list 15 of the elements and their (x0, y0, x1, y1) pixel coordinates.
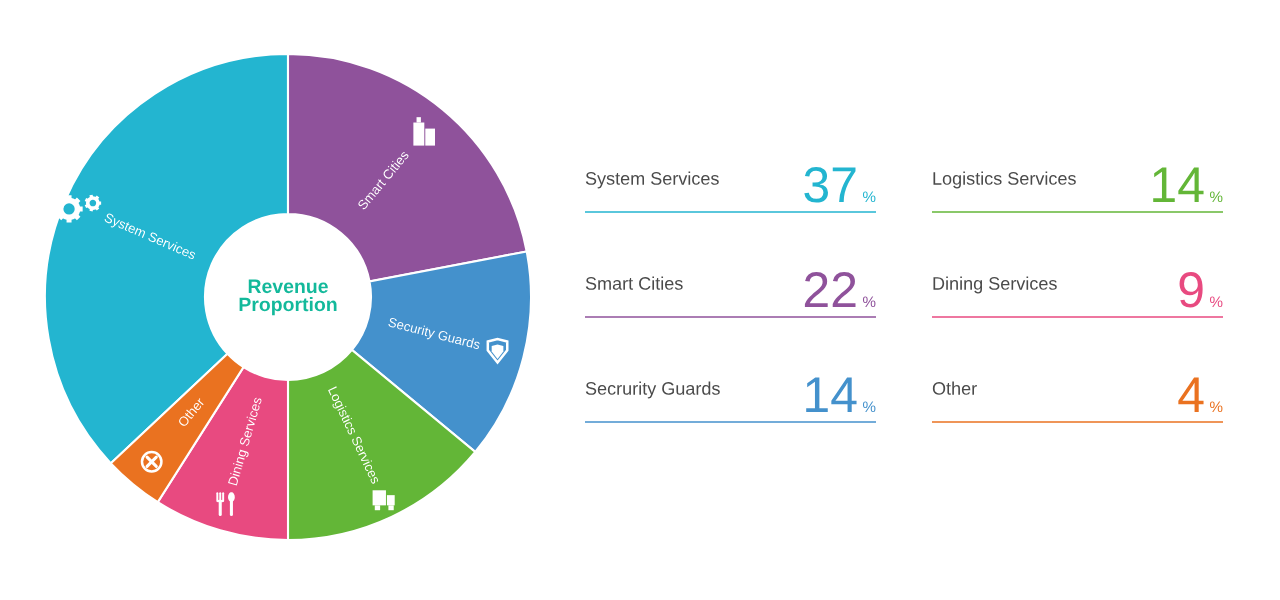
text: 4% (1178, 377, 1223, 413)
slice-label: Security Guards (387, 316, 481, 353)
text: System Services (585, 171, 719, 189)
text: Smart Cities (585, 276, 683, 290)
text: 37% (804, 167, 876, 203)
slice-label: Dining Services (227, 396, 265, 487)
text: Revenue Proportion (239, 279, 337, 316)
text: 9% (1179, 272, 1223, 308)
text: 14% (1153, 167, 1223, 203)
text: 14% (806, 377, 876, 413)
text: Dining Services (933, 276, 1057, 294)
text: Secrurity Guards (585, 381, 720, 399)
text: Logistics Services (933, 171, 1076, 189)
text: 22% (804, 272, 876, 308)
text: Other (932, 381, 977, 395)
